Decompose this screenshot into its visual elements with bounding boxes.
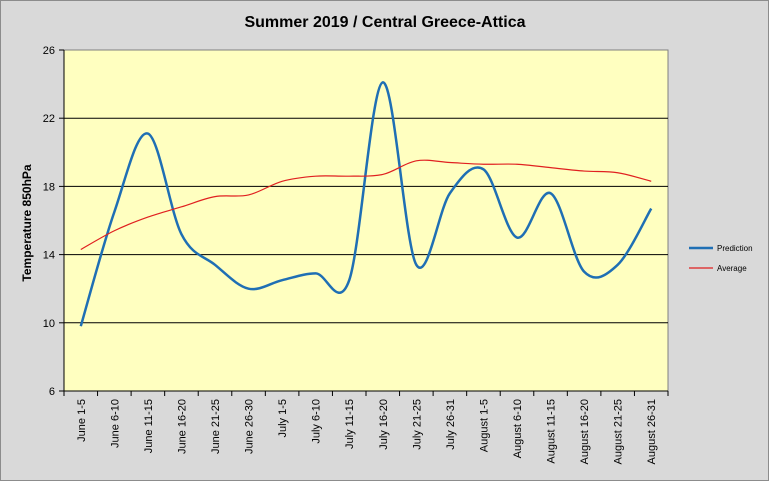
x-tick-label: June 16-20: [176, 399, 188, 454]
data-point-average: [247, 193, 250, 196]
legend: Prediction Average: [689, 244, 753, 273]
x-tick-label: July 11-15: [344, 399, 356, 449]
data-point-prediction: [482, 168, 485, 171]
x-tick-label: July 26-31: [445, 399, 457, 450]
y-axis-label: Temperature 850hPa: [20, 164, 34, 281]
x-tick-label: August 21-25: [613, 399, 625, 464]
data-point-average: [482, 163, 485, 166]
data-point-prediction: [79, 325, 82, 328]
legend-label: Average: [717, 264, 747, 273]
x-tick-label: August 6-10: [512, 399, 524, 458]
y-tick-label: 22: [43, 113, 55, 125]
data-point-prediction: [214, 263, 217, 266]
x-tick-label: July 6-10: [311, 399, 323, 444]
x-tick-label: July 16-20: [378, 399, 390, 450]
data-point-prediction: [180, 233, 183, 236]
data-point-average: [381, 173, 384, 176]
data-point-prediction: [583, 270, 586, 273]
data-point-prediction: [415, 263, 418, 266]
data-point-average: [448, 161, 451, 164]
data-point-average: [516, 163, 519, 166]
data-point-prediction: [281, 279, 284, 282]
data-point-prediction: [113, 210, 116, 213]
x-tick-label: August 16-20: [579, 399, 591, 464]
y-tick-label: 6: [49, 386, 55, 398]
series-lines: [79, 81, 653, 328]
data-point-average: [314, 175, 317, 178]
data-point-average: [146, 216, 149, 219]
data-point-prediction: [549, 192, 552, 195]
data-point-average: [180, 205, 183, 208]
plot-area: [63, 49, 669, 392]
data-point-prediction: [616, 263, 619, 266]
series-line-average: [80, 159, 652, 251]
data-point-average: [281, 180, 284, 183]
x-tick-label: June 1-5: [76, 399, 88, 442]
y-tick-label: 14: [43, 250, 55, 262]
y-tick-label: 10: [43, 318, 55, 330]
x-tick-label: August 11-15: [546, 399, 558, 464]
x-tick-label: June 21-25: [210, 399, 222, 454]
data-point-average: [79, 248, 82, 251]
gridlines: [64, 117, 668, 324]
data-point-prediction: [247, 287, 250, 290]
x-tick-label: August 26-31: [646, 399, 658, 464]
data-point-prediction: [314, 272, 317, 275]
data-point-average: [113, 229, 116, 232]
data-point-prediction: [146, 132, 149, 135]
x-tick-label: July 21-25: [411, 399, 423, 450]
x-tick-label: June 26-30: [244, 399, 256, 454]
data-point-prediction: [516, 236, 519, 239]
data-point-average: [214, 195, 217, 198]
legend-label: Prediction: [717, 244, 753, 253]
y-tick-label: 26: [43, 45, 55, 57]
data-point-prediction: [650, 207, 653, 210]
chart-title: Summer 2019 / Central Greece-Attica: [244, 14, 525, 31]
data-point-average: [549, 166, 552, 169]
x-tick-label: August 1-5: [478, 399, 490, 452]
x-tick-label: July 1-5: [277, 399, 289, 438]
y-tick-label: 18: [43, 181, 55, 193]
x-tick-label: June 6-10: [109, 399, 121, 448]
data-point-average: [650, 180, 653, 183]
data-point-prediction: [381, 81, 384, 84]
x-tick-label: June 11-15: [143, 399, 155, 453]
data-point-prediction: [448, 192, 451, 195]
data-point-average: [415, 159, 418, 162]
series-line-prediction: [79, 81, 653, 327]
data-point-average: [348, 175, 351, 178]
data-point-average: [583, 170, 586, 173]
axes: 6 10 14 18 22 26 June 1-5 June 6-10 June 11-15 Ju…: [43, 45, 669, 464]
data-point-average: [616, 171, 619, 174]
data-point-prediction: [348, 279, 351, 282]
